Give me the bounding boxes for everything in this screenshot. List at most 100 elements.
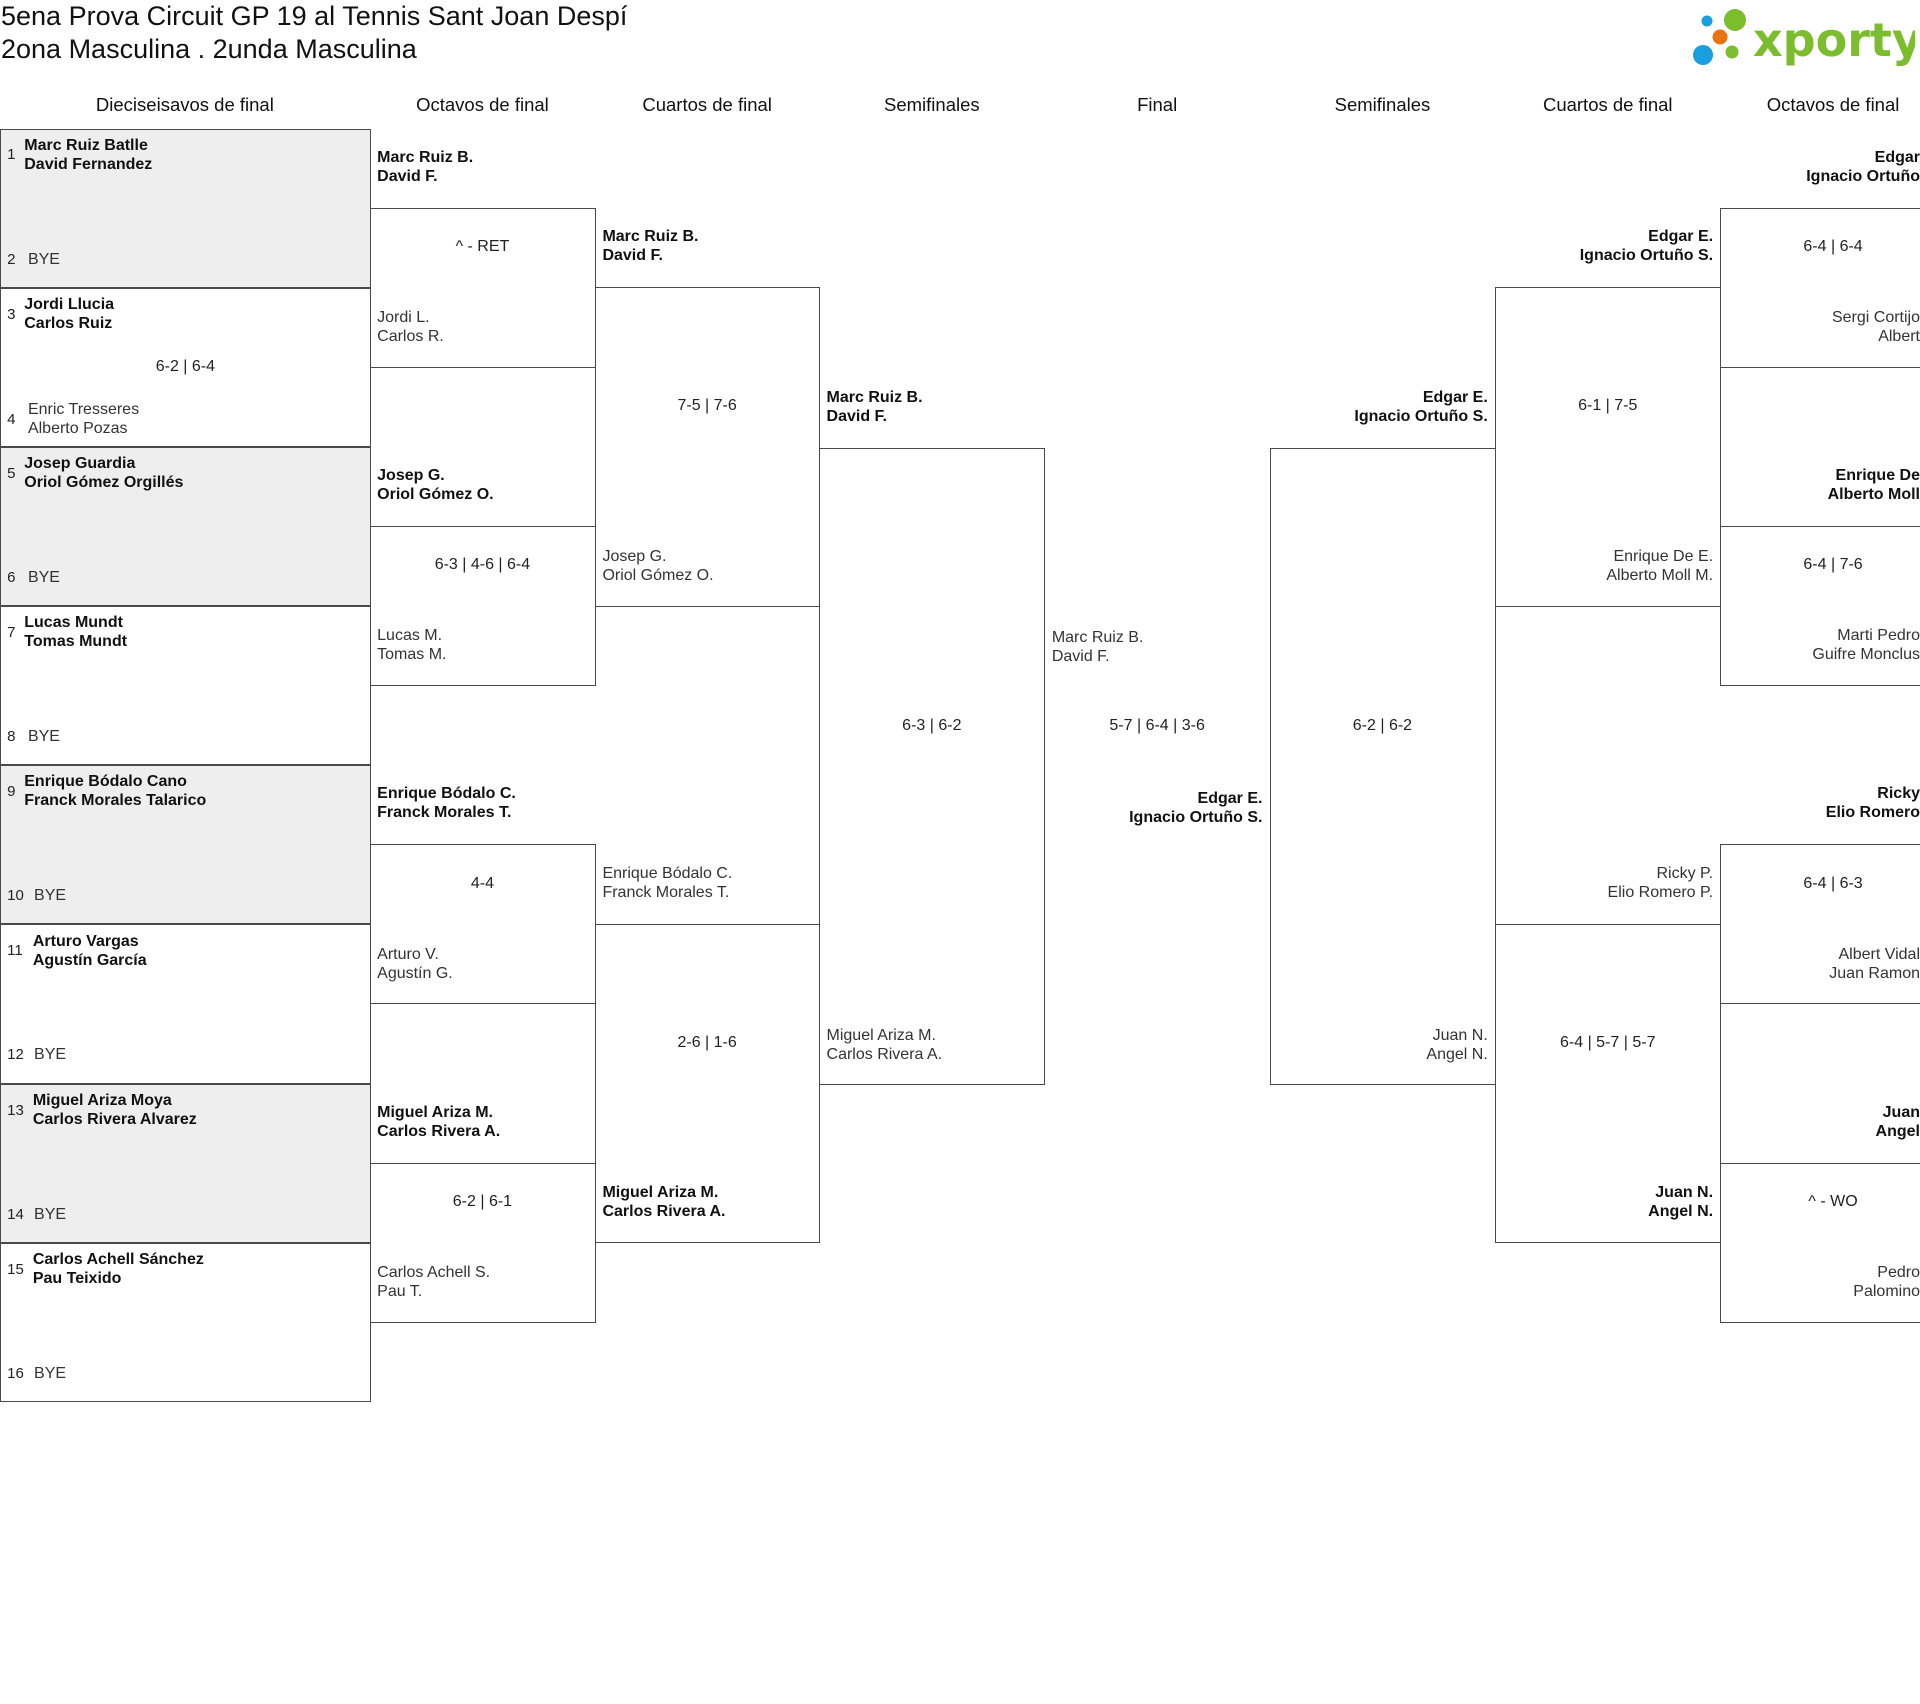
team-label[interactable]: Lucas M. Tomas M.: [377, 626, 446, 664]
team-label[interactable]: Marc Ruiz B. David F.: [827, 388, 923, 426]
team-label[interactable]: Ricky P. Elio Romero P.: [1608, 864, 1714, 902]
round-header: Cuartos de final: [642, 94, 772, 115]
match-score: 2-6 | 1-6: [677, 1033, 737, 1051]
team-label[interactable]: Carlos Achell S. Pau T.: [377, 1263, 490, 1301]
team-label[interactable]: Miguel Ariza M. Carlos Rivera A.: [377, 1103, 500, 1141]
first-round-match: 5 Josep Guardia Oriol Gómez Orgillés 6 BYE: [0, 446, 371, 607]
seed-number: 15: [7, 1260, 24, 1278]
player-name[interactable]: Josep Guardia: [24, 455, 136, 473]
player-name[interactable]: Tomas Mundt: [24, 633, 128, 651]
team-label[interactable]: Marc Ruiz B. David F.: [602, 227, 698, 265]
team-label[interactable]: Miguel Ariza M. Carlos Rivera A.: [827, 1026, 943, 1064]
seed-number: 8: [7, 728, 16, 746]
match-score: 7-5 | 7-6: [677, 397, 737, 415]
player-name: Angel N.: [1426, 1045, 1488, 1063]
round-header: Final: [1137, 94, 1178, 115]
player-name[interactable]: Carlos Ruiz: [24, 314, 113, 332]
team-label[interactable]: Edgar E. Ignacio Ortuño S.: [1129, 789, 1262, 827]
match-score: 4-4: [470, 874, 494, 892]
player-name: Marc Ruiz B.: [826, 388, 923, 406]
player-name[interactable]: Agustín García: [32, 951, 147, 969]
player-name[interactable]: Lucas Mundt: [24, 614, 123, 632]
player-name[interactable]: David Fernandez: [24, 155, 153, 173]
match-score: 6-2 | 6-1: [452, 1193, 513, 1211]
first-round-match: 1 Marc Ruiz Batlle David Fernandez 2 BYE: [0, 128, 371, 288]
player-name: Josep G.: [602, 547, 667, 565]
team-label[interactable]: Albert Vidal Juan Ramon: [1829, 945, 1920, 983]
player-name: Ricky: [1877, 785, 1920, 803]
player-name: Guifre Monclus: [1812, 646, 1920, 664]
player-name: Edgar E.: [1422, 388, 1488, 406]
first-round-match: 9 Enrique Bódalo Cano Franck Morales Talar…: [0, 765, 371, 925]
player-name[interactable]: Marc Ruiz Batlle: [24, 136, 148, 154]
player-name: Juan Ramon: [1829, 964, 1920, 982]
player-name: Enrique Bódalo C.: [377, 785, 516, 803]
player-name: Edgar E.: [1648, 228, 1714, 246]
player-name: BYE: [27, 250, 60, 268]
seed-number: 3: [7, 305, 16, 323]
match-box: [1269, 447, 1497, 1086]
player-name[interactable]: Miguel Ariza Moya: [32, 1091, 172, 1109]
xporty-logo: xporty: [1690, 4, 1920, 68]
player-name: Ignacio Ortuño: [1806, 167, 1920, 185]
team-label[interactable]: Enrique Bódalo C. Franck Morales T.: [377, 784, 516, 822]
match-score: ^ - RET: [455, 237, 510, 255]
player-name[interactable]: Carlos Achell Sánchez: [32, 1250, 204, 1268]
team-label[interactable]: Enrique De E. Alberto Moll M.: [1606, 547, 1713, 585]
player-name: Miguel Ariza M.: [826, 1026, 936, 1044]
player-name[interactable]: Arturo Vargas: [32, 932, 139, 950]
player-name[interactable]: Oriol Gómez Orgillés: [24, 474, 184, 492]
team-label[interactable]: Arturo V. Agustín G.: [377, 945, 453, 983]
player-name[interactable]: Enrique Bódalo Cano: [24, 773, 187, 791]
seed-number: 10: [7, 887, 24, 905]
team-label[interactable]: Sergi Cortijo Albert: [1832, 308, 1920, 346]
player-name: Marc Ruiz B.: [602, 228, 699, 246]
match-box: [1495, 923, 1722, 1244]
team-label[interactable]: Marc Ruiz B. David F.: [1052, 628, 1144, 666]
team-label[interactable]: Jordi L. Carlos R.: [377, 308, 444, 346]
player-name: Albert: [1878, 327, 1920, 345]
team-label[interactable]: Ricky Elio Romero: [1826, 784, 1920, 822]
team-label[interactable]: Marti Pedro Guifre Monclus: [1812, 626, 1920, 664]
seed-number: 12: [7, 1046, 24, 1064]
player-name[interactable]: Enric Tresseres: [27, 401, 140, 419]
match-box: [1495, 287, 1722, 607]
player-name: David F.: [377, 167, 438, 185]
team-label[interactable]: Edgar E. Ignacio Ortuño S.: [1354, 388, 1487, 426]
team-label[interactable]: Juan N. Angel N.: [1426, 1026, 1487, 1064]
team-label[interactable]: Pedro Palomino: [1853, 1263, 1920, 1301]
logo-text: xporty: [1753, 13, 1915, 67]
player-name[interactable]: Alberto Pozas: [27, 420, 128, 438]
team-label[interactable]: Josep G. Oriol Gómez O.: [602, 547, 713, 585]
first-round-match: 3 Jordi Llucia Carlos Ruiz 4 Enric Tresseres…: [0, 287, 371, 447]
first-round-match: 11 Arturo Vargas Agustín García 12 BYE: [0, 924, 371, 1084]
team-label[interactable]: Edgar Ignacio Ortuño: [1806, 148, 1920, 186]
team-label[interactable]: Miguel Ariza M. Carlos Rivera A.: [602, 1183, 725, 1221]
seed-number: 16: [7, 1364, 24, 1382]
round-header: Cuartos de final: [1542, 94, 1673, 115]
player-name[interactable]: Jordi Llucia: [24, 295, 115, 313]
player-name: Miguel Ariza M.: [602, 1184, 719, 1202]
seed-number: 14: [7, 1205, 24, 1223]
player-name[interactable]: Franck Morales Talarico: [24, 792, 207, 810]
player-name: BYE: [27, 728, 60, 746]
player-name: Ignacio Ortuño S.: [1579, 247, 1714, 265]
match-box: [1720, 844, 1920, 1005]
team-label[interactable]: Juan Angel: [1876, 1103, 1920, 1141]
player-name: BYE: [27, 568, 60, 586]
team-label[interactable]: Juan N. Angel N.: [1648, 1183, 1713, 1221]
team-label[interactable]: Marc Ruiz B. David F.: [377, 148, 473, 186]
team-label[interactable]: Josep G. Oriol Gómez O.: [377, 466, 493, 504]
player-name[interactable]: Carlos Rivera Alvarez: [32, 1110, 197, 1128]
player-name: Carlos Rivera A.: [826, 1045, 943, 1063]
team-label[interactable]: Enrique De Alberto Moll: [1828, 466, 1920, 504]
match-box: [1720, 207, 1920, 368]
player-name[interactable]: Pau Teixido: [32, 1269, 122, 1287]
team-label[interactable]: Enrique Bódalo C. Franck Morales T.: [602, 864, 732, 902]
player-name: Miguel Ariza M.: [377, 1103, 493, 1121]
team-label[interactable]: Edgar E. Ignacio Ortuño S.: [1580, 227, 1713, 265]
player-name: Tomas M.: [377, 646, 447, 664]
first-round-match: 13 Miguel Ariza Moya Carlos Rivera Alvarez…: [0, 1083, 371, 1243]
seed-number: 11: [7, 942, 23, 960]
match-score: 6-4 | 6-3: [1803, 874, 1863, 892]
